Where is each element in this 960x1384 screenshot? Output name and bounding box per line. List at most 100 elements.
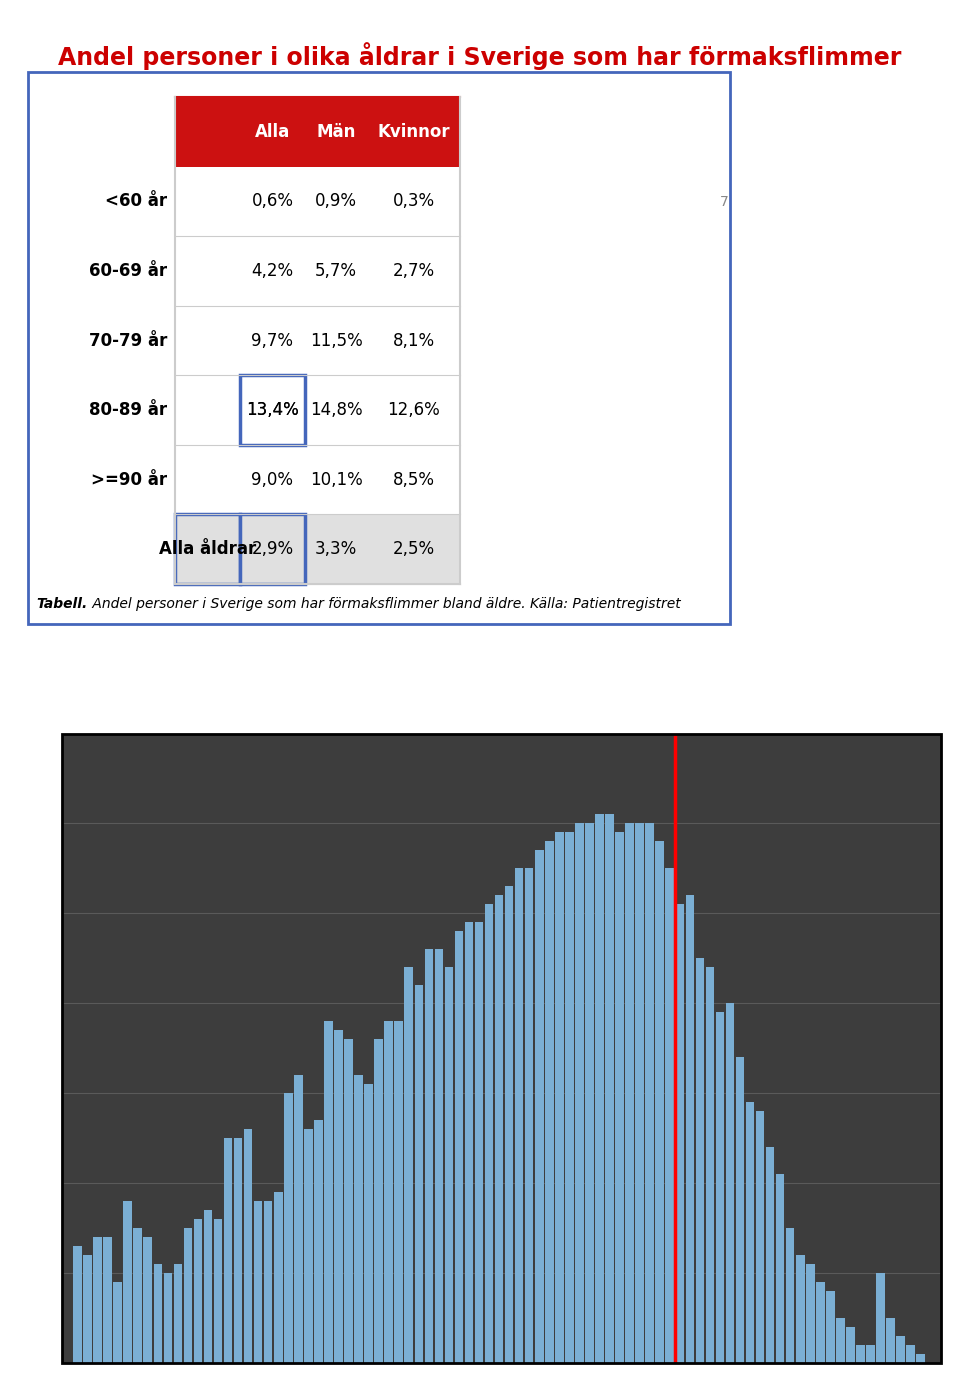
Bar	[364, 1085, 372, 1363]
Text: 3,3%: 3,3%	[315, 540, 357, 558]
Bar	[133, 1229, 142, 1363]
Bar	[776, 1174, 784, 1363]
Text: 14,8%: 14,8%	[310, 401, 362, 419]
Bar	[154, 1265, 162, 1363]
Bar	[656, 841, 664, 1363]
Bar	[384, 1021, 393, 1363]
Bar	[806, 1265, 815, 1363]
Text: Män: Män	[316, 123, 356, 141]
Bar	[324, 1021, 333, 1363]
Bar	[314, 1121, 323, 1363]
Bar	[846, 1327, 854, 1363]
Bar	[224, 1138, 232, 1363]
Bar	[515, 869, 523, 1363]
Bar	[545, 841, 554, 1363]
Bar	[816, 1282, 825, 1363]
Bar	[575, 823, 584, 1363]
Bar	[786, 1229, 795, 1363]
Bar	[917, 1354, 925, 1363]
Bar	[175, 375, 460, 444]
Bar	[395, 1021, 403, 1363]
Bar	[274, 1193, 282, 1363]
Text: Kvinnor: Kvinnor	[377, 123, 450, 141]
Bar	[746, 1102, 755, 1363]
Bar	[435, 949, 444, 1363]
Bar	[175, 306, 460, 375]
Bar	[475, 922, 483, 1363]
Text: 10,1%: 10,1%	[310, 471, 362, 489]
Bar	[404, 967, 413, 1363]
Bar	[555, 833, 564, 1363]
Bar	[525, 869, 534, 1363]
Text: Alla åldrar: Alla åldrar	[158, 540, 256, 558]
Bar	[264, 1201, 273, 1363]
Bar	[726, 1003, 734, 1363]
Bar	[565, 833, 574, 1363]
Bar	[605, 814, 613, 1363]
Bar	[294, 1075, 302, 1363]
Bar	[424, 949, 433, 1363]
Bar	[304, 1129, 313, 1363]
Bar	[104, 1237, 112, 1363]
Bar	[685, 895, 694, 1363]
Bar	[194, 1219, 203, 1363]
Bar	[113, 1282, 122, 1363]
Bar	[240, 515, 305, 584]
Bar	[766, 1147, 775, 1363]
Bar	[665, 869, 674, 1363]
Bar	[735, 1057, 744, 1363]
Bar	[84, 1255, 92, 1363]
Bar	[345, 1039, 352, 1363]
Text: 9,7%: 9,7%	[252, 332, 294, 350]
Bar	[415, 985, 423, 1363]
Bar	[143, 1237, 152, 1363]
Text: 5,7%: 5,7%	[315, 262, 357, 280]
Bar	[636, 823, 644, 1363]
Text: 0,3%: 0,3%	[393, 192, 435, 210]
Bar	[856, 1345, 865, 1363]
Bar	[240, 375, 305, 444]
Bar	[93, 1237, 102, 1363]
Bar	[485, 905, 493, 1363]
Bar	[796, 1255, 804, 1363]
Bar	[175, 444, 460, 515]
Text: 12,6%: 12,6%	[387, 401, 440, 419]
Bar	[244, 1129, 252, 1363]
Bar	[124, 1201, 132, 1363]
Bar	[676, 905, 684, 1363]
Text: <60 år: <60 år	[105, 192, 167, 210]
Bar	[897, 1337, 905, 1363]
Text: 4,2%: 4,2%	[252, 262, 294, 280]
Bar	[615, 833, 624, 1363]
Bar	[906, 1345, 915, 1363]
Bar	[876, 1273, 885, 1363]
Bar	[374, 1039, 383, 1363]
Bar	[535, 850, 543, 1363]
Bar	[175, 515, 240, 584]
Bar	[334, 1030, 343, 1363]
Bar	[175, 97, 460, 166]
Bar	[586, 823, 593, 1363]
Bar	[505, 887, 514, 1363]
Bar	[214, 1219, 223, 1363]
Bar	[354, 1075, 363, 1363]
Text: Andel personer i Sverige som har förmaksflimmer bland äldre. Källa: Patientregis: Andel personer i Sverige som har förmaks…	[88, 597, 681, 610]
Text: 9,0%: 9,0%	[252, 471, 294, 489]
Bar	[175, 237, 460, 306]
Text: 11,5%: 11,5%	[310, 332, 362, 350]
Bar	[836, 1318, 845, 1363]
Bar	[175, 515, 460, 584]
Text: 2,5%: 2,5%	[393, 540, 435, 558]
Text: 80-89 år: 80-89 år	[89, 401, 167, 419]
Text: 13,4%: 13,4%	[246, 401, 299, 419]
Bar	[204, 1210, 212, 1363]
Text: Alla: Alla	[254, 123, 290, 141]
Bar	[163, 1273, 172, 1363]
Bar	[706, 967, 714, 1363]
Bar	[715, 1013, 724, 1363]
Text: 13,4%: 13,4%	[246, 401, 299, 419]
Text: Andel personer i olika åldrar i Sverige som har förmaksflimmer: Andel personer i olika åldrar i Sverige …	[59, 42, 901, 69]
Bar	[253, 1201, 262, 1363]
Bar	[756, 1111, 764, 1363]
Bar	[28, 72, 730, 624]
